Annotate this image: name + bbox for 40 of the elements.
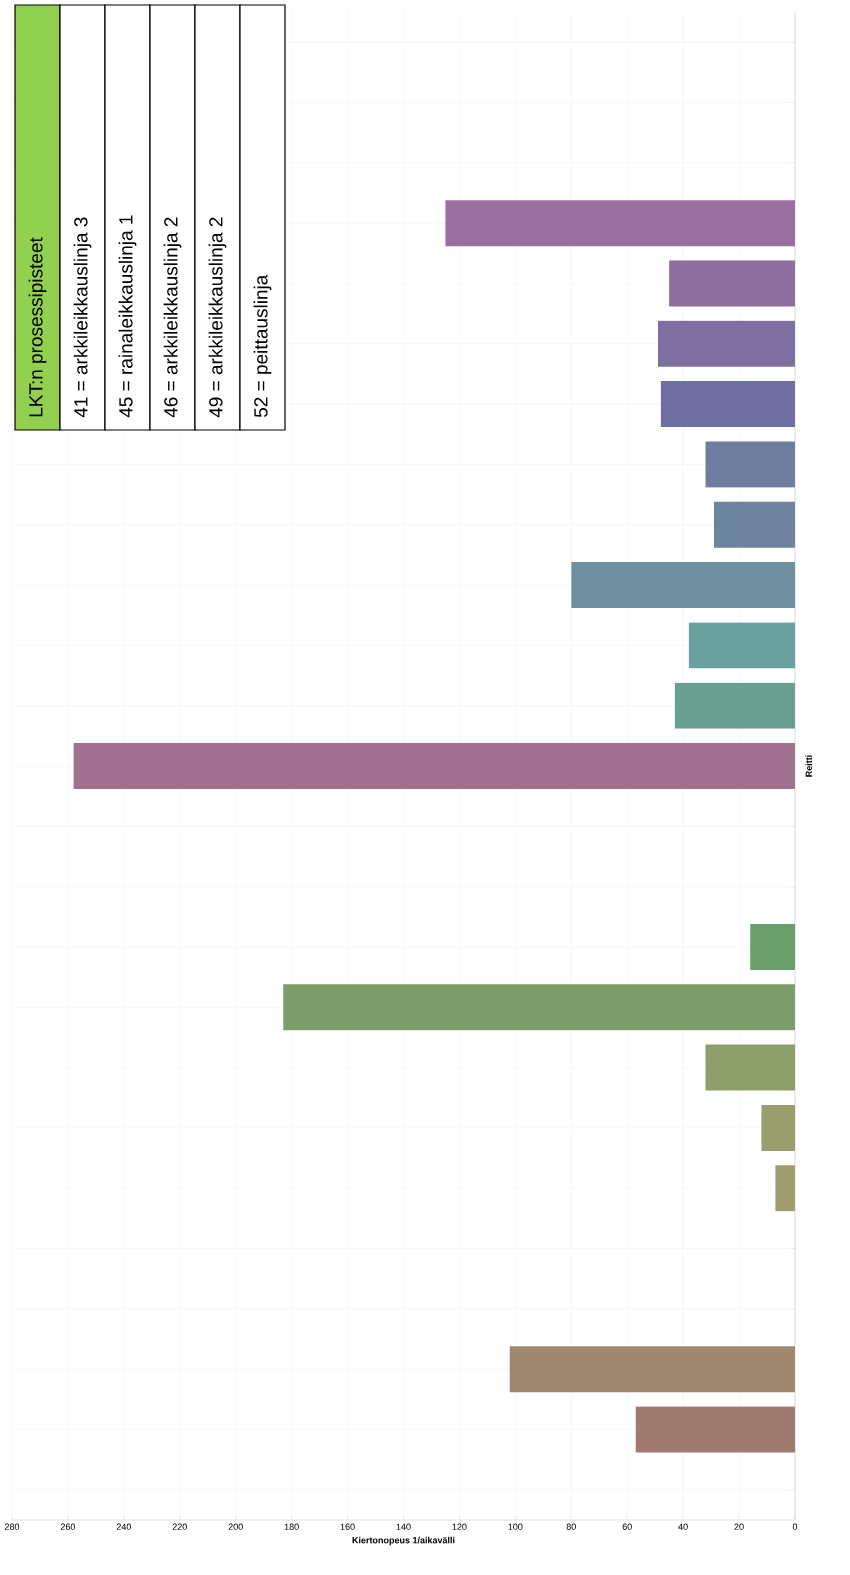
bar bbox=[660, 381, 795, 428]
bar bbox=[688, 622, 795, 669]
annotation: 41 = arkkileikkauslinja 3 bbox=[73, 217, 92, 418]
annotation: 52 = peittauslinja bbox=[253, 274, 272, 418]
x-tick-label: 120 bbox=[452, 1523, 467, 1530]
bar bbox=[283, 984, 795, 1031]
bar bbox=[775, 1165, 795, 1212]
bar bbox=[705, 441, 795, 488]
x-tick-label: 280 bbox=[4, 1523, 20, 1530]
bar bbox=[674, 682, 795, 729]
bar bbox=[509, 1346, 795, 1393]
x-tick-label: 260 bbox=[60, 1523, 76, 1530]
bar bbox=[669, 260, 795, 307]
bar bbox=[445, 200, 795, 247]
bar bbox=[750, 923, 795, 970]
bar bbox=[705, 1044, 795, 1091]
annotation: 45 = rainaleikkauslinja 1 bbox=[118, 215, 137, 418]
annotation: 46 = arkkileikkauslinja 2 bbox=[163, 217, 182, 418]
x-tick-label: 40 bbox=[678, 1523, 688, 1530]
bar bbox=[713, 501, 795, 548]
x-tick-label: 160 bbox=[340, 1523, 355, 1530]
x-tick-label: 220 bbox=[172, 1523, 187, 1530]
x-tick-label: 0 bbox=[792, 1523, 798, 1530]
x-tick-label: 140 bbox=[396, 1523, 411, 1530]
bar bbox=[761, 1104, 795, 1151]
x-tick-label: 20 bbox=[734, 1523, 744, 1530]
x-tick-label: 180 bbox=[284, 1523, 299, 1530]
bar bbox=[571, 562, 795, 609]
x-tick-label: 80 bbox=[566, 1523, 576, 1530]
x-tick-label: 240 bbox=[116, 1523, 131, 1530]
bar bbox=[657, 320, 795, 367]
bar bbox=[635, 1406, 795, 1453]
x-tick-label: 60 bbox=[622, 1523, 632, 1530]
x-tick-label: 200 bbox=[228, 1523, 243, 1530]
x-tick-label: 100 bbox=[508, 1523, 523, 1530]
annotation: 49 = arkkileikkauslinja 2 bbox=[208, 217, 227, 418]
y-axis-title: Reitti bbox=[805, 755, 812, 777]
annotation: LKT:n prosessipisteet bbox=[28, 237, 47, 417]
bar bbox=[73, 743, 795, 790]
x-axis-title: Kiertonopeus 1/aikavälli bbox=[352, 1536, 455, 1546]
